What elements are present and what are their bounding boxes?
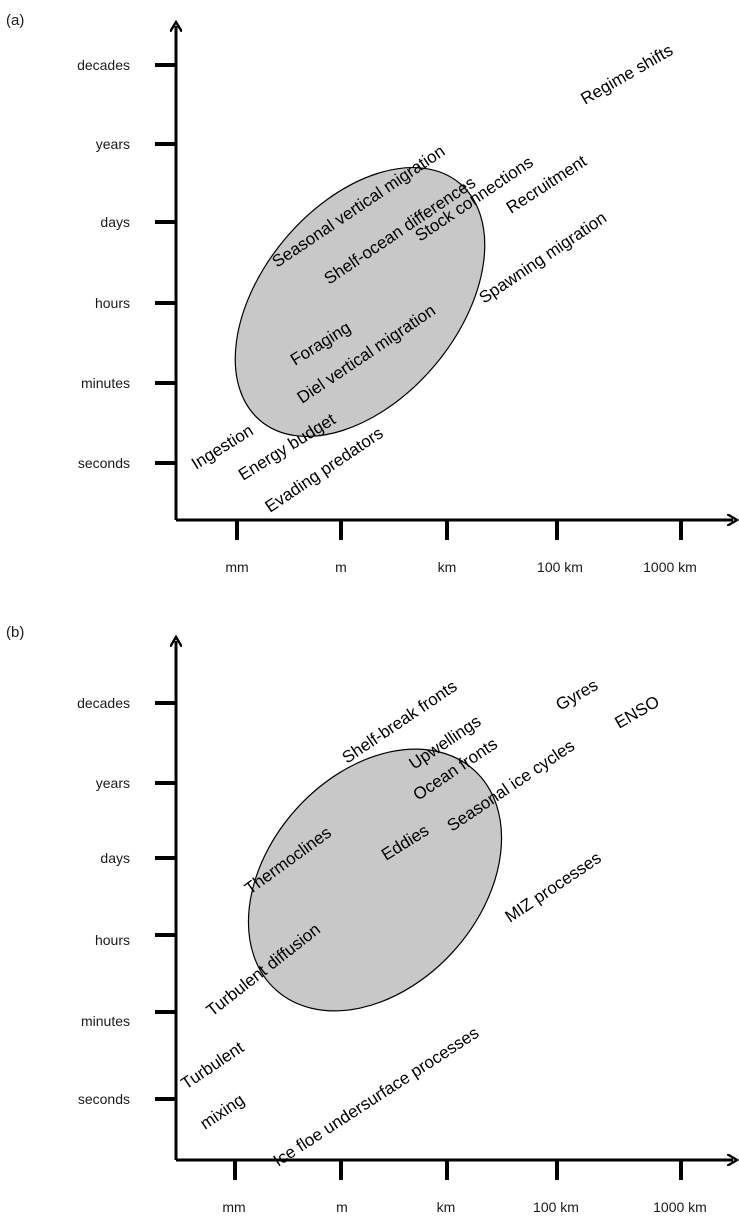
process-label-turbulent: Turbulent	[178, 1038, 248, 1094]
panel-b-x-ticks	[233, 1160, 683, 1180]
panel-a: (a) decades years days hours minutes sec…	[6, 12, 733, 575]
panel-b-x-tick-label: 1000 km	[653, 1199, 707, 1215]
panel-a-y-ticks	[155, 63, 176, 465]
panel-a-y-tick-label: hours	[95, 295, 130, 311]
panel-a-y-tick-label: days	[100, 214, 130, 230]
panel-b-y-tick-label: decades	[77, 695, 130, 711]
panel-a-x-tick-label: 1000 km	[643, 559, 697, 575]
panel-a-x-tick-label: mm	[225, 559, 248, 575]
panel-b-ellipse	[247, 748, 503, 1012]
process-label-miz-processes: MIZ processes	[502, 848, 605, 926]
panel-a-x-tick-label: km	[438, 559, 457, 575]
panel-a-label: (a)	[6, 12, 24, 29]
panel-a-y-tick-label: seconds	[78, 455, 130, 471]
panel-a-y-tick-label: years	[96, 136, 130, 152]
process-label-spawning-migration: Spawning migration	[476, 208, 610, 307]
process-label-ice-floe-undersurface-processes: Ice floe undersurface processes	[270, 1023, 482, 1170]
process-label-evading-predators: Evading predators	[262, 423, 387, 516]
panel-b-y-tick-label: minutes	[81, 1013, 130, 1029]
panel-b-y-tick-label: days	[100, 850, 130, 866]
panel-b-y-ticks	[155, 701, 176, 1101]
panel-a-x-tick-label: m	[335, 559, 347, 575]
process-label-enso: ENSO	[612, 692, 663, 733]
panel-b: (b) decades years days hours minutes sec…	[6, 624, 733, 1215]
panel-a-y-tick-label: decades	[77, 57, 130, 73]
panel-a-x-ticks	[235, 520, 683, 540]
panel-b-x-tick-label: km	[437, 1199, 456, 1215]
process-label-regime-shifts: Regime shifts	[578, 41, 677, 109]
panel-a-y-tick-label: minutes	[81, 375, 130, 391]
panel-a-x-tick-label: 100 km	[537, 559, 583, 575]
process-label-mixing: mixing	[197, 1090, 248, 1133]
process-label-gyres: Gyres	[553, 675, 602, 714]
panel-b-x-tick-label: 100 km	[533, 1199, 579, 1215]
panel-b-x-tick-label: mm	[222, 1199, 245, 1215]
panel-a-ellipse	[234, 166, 486, 438]
panel-b-x-tick-label: m	[336, 1199, 348, 1215]
panel-b-y-tick-label: hours	[95, 932, 130, 948]
panel-b-label: (b)	[6, 624, 24, 641]
panel-b-y-tick-label: years	[96, 775, 130, 791]
panel-b-y-tick-label: seconds	[78, 1091, 130, 1107]
